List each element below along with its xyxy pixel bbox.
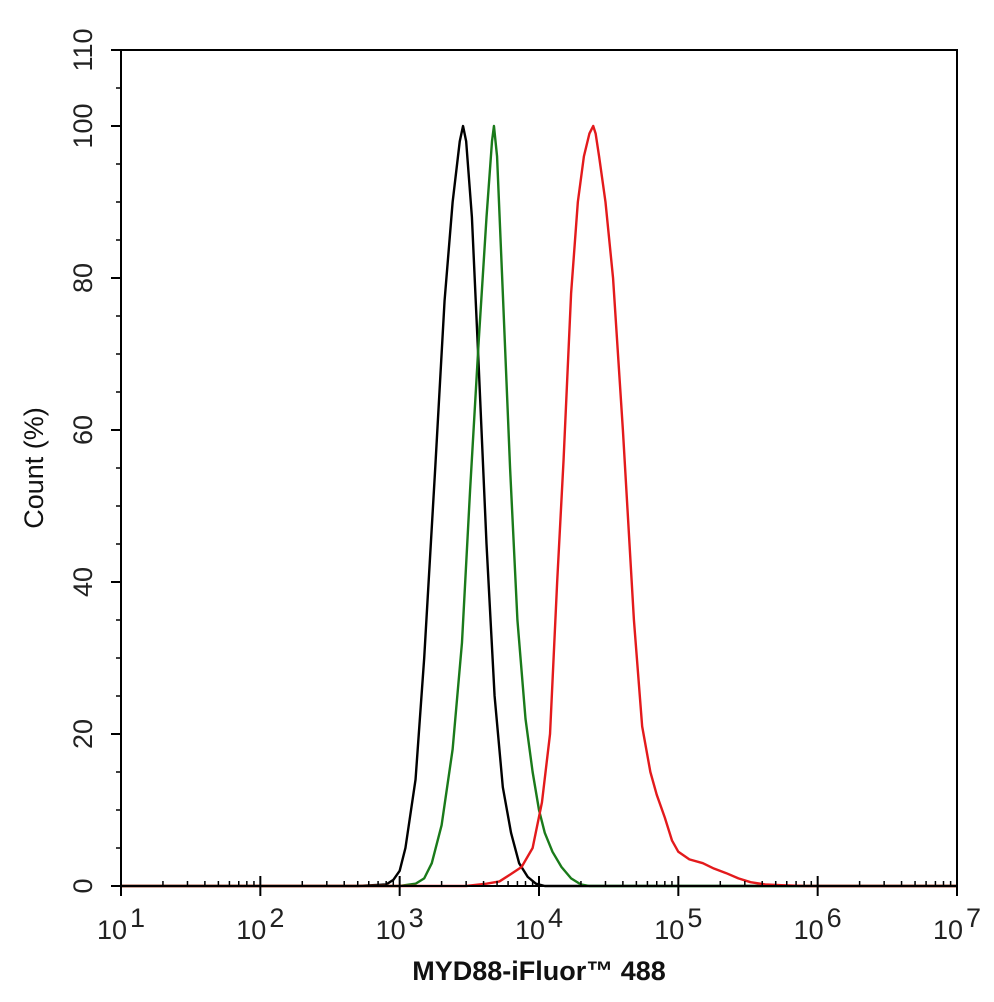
histogram-curves xyxy=(121,124,957,888)
histogram-series-3 xyxy=(121,124,957,888)
y-tick-label: 110 xyxy=(68,28,98,71)
y-tick-label: 100 xyxy=(68,103,98,148)
histogram-series-1 xyxy=(121,124,957,888)
x-tick-label: 10 5 xyxy=(654,903,702,945)
y-tick-label: 0 xyxy=(68,878,98,893)
plot-frame xyxy=(120,49,958,887)
x-axis-title: MYD88-iFluor™ 488 xyxy=(412,956,666,986)
y-tick-label: 80 xyxy=(68,263,98,293)
x-axis: 10 1 10 2 10 3 10 4 10 5 10 6 10 7 xyxy=(97,876,981,945)
histogram-series-2 xyxy=(121,124,957,888)
y-tick-label: 60 xyxy=(68,415,98,445)
y-tick-label: 20 xyxy=(68,719,98,749)
x-tick-label: 10 7 xyxy=(933,903,981,945)
x-tick-label: 10 6 xyxy=(794,903,842,945)
x-tick-label: 10 1 xyxy=(97,903,145,945)
x-tick-label: 10 2 xyxy=(236,903,284,945)
y-tick-label: 40 xyxy=(68,567,98,597)
x-tick-label: 10 4 xyxy=(515,903,563,945)
y-axis-title: Count (%) xyxy=(19,407,49,529)
y-axis: 0 20 40 60 80 100 110 xyxy=(68,28,121,894)
x-tick-label: 10 3 xyxy=(376,903,424,945)
